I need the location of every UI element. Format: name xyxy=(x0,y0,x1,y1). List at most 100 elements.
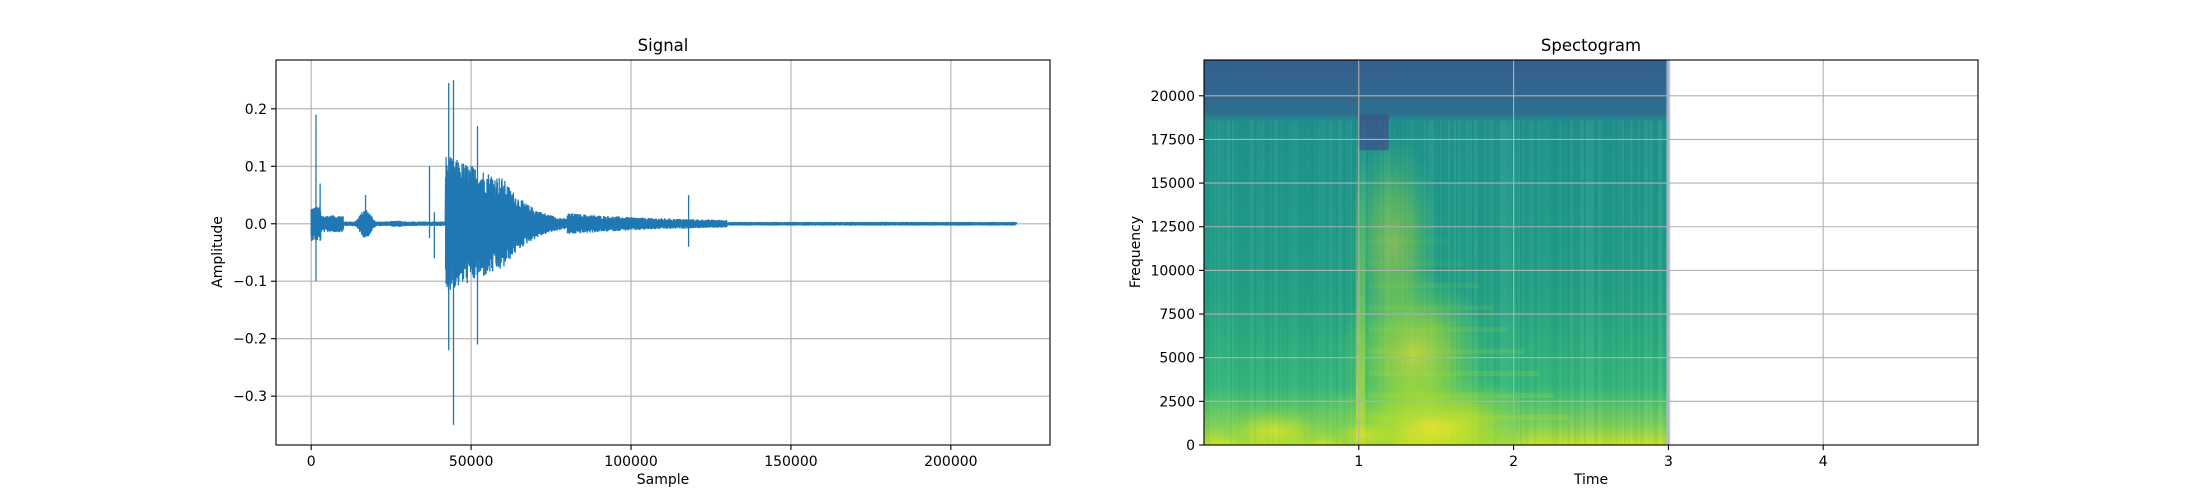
spectrogram-streak xyxy=(1252,120,1254,445)
spectrogram-streak xyxy=(1470,120,1472,445)
spectrogram-y-tick-label: 17500 xyxy=(1150,132,1195,148)
spectrogram-streak xyxy=(1298,120,1300,445)
spectrogram-streak xyxy=(1304,120,1306,445)
spectrogram-streak xyxy=(1624,120,1626,445)
signal-waveform xyxy=(310,80,1018,425)
spectrogram-streak xyxy=(1236,120,1238,445)
spectrogram-streak xyxy=(1228,120,1230,445)
spectrogram-streak xyxy=(1592,120,1594,445)
spectrogram-streak xyxy=(1234,120,1236,445)
spectrogram-streak xyxy=(1562,120,1564,445)
signal-y-tick-label: −0.3 xyxy=(233,389,267,405)
signal-x-tick-label: 200000 xyxy=(924,454,977,470)
spectrogram-energy-early xyxy=(1214,405,1334,445)
spectrogram-streak xyxy=(1280,120,1282,445)
spectrogram-streak xyxy=(1264,120,1266,445)
spectrogram-harmonic xyxy=(1368,283,1479,288)
spectrogram-streak xyxy=(1648,120,1650,445)
signal-y-tick-label: −0.1 xyxy=(233,274,267,290)
spectrogram-streak xyxy=(1288,120,1290,445)
spectrogram-streak xyxy=(1638,120,1640,445)
spectrogram-y-tick-label: 20000 xyxy=(1150,89,1195,105)
spectrogram-streak xyxy=(1454,120,1456,445)
signal-chart: Signal 0 50000 100000 150000 200000 −0.3 −0.2 −… xyxy=(210,36,1051,488)
spectrogram-streak xyxy=(1328,120,1330,445)
spectrogram-streak xyxy=(1598,120,1600,445)
spectrogram-streak xyxy=(1250,120,1252,445)
spectrogram-streak xyxy=(1590,120,1592,445)
signal-y-tick-label: 0.1 xyxy=(245,159,267,175)
spectrogram-streak xyxy=(1630,120,1632,445)
spectrogram-streak xyxy=(1290,120,1292,445)
spectrogram-streak xyxy=(1622,120,1624,445)
spectrogram-streak xyxy=(1284,120,1286,445)
spectrogram-streak xyxy=(1538,120,1540,445)
spectrogram-streak xyxy=(1322,120,1324,445)
spectrogram-streak xyxy=(1244,120,1246,445)
spectrogram-streak xyxy=(1636,120,1638,445)
spectrogram-streak xyxy=(1206,120,1208,445)
spectrogram-streak xyxy=(1266,120,1268,445)
spectrogram-streak xyxy=(1644,120,1646,445)
spectrogram-streak xyxy=(1212,120,1214,445)
spectrogram-streak xyxy=(1220,120,1222,445)
spectrogram-streak xyxy=(1260,120,1262,445)
spectrogram-streak xyxy=(1316,120,1318,445)
spectrogram-streak xyxy=(1294,120,1296,445)
spectrogram-streak xyxy=(1268,120,1270,445)
spectrogram-harmonic xyxy=(1368,371,1539,376)
spectrogram-title: Spectogram xyxy=(1541,36,1641,55)
spectrogram-y-tick-label: 15000 xyxy=(1150,176,1195,192)
spectrogram-streak xyxy=(1650,120,1652,445)
spectrogram-x-tick-label: 2 xyxy=(1509,454,1518,470)
spectrogram-streak xyxy=(1458,120,1460,445)
spectrogram-streak xyxy=(1300,120,1302,445)
spectrogram-harmonic xyxy=(1368,305,1494,310)
spectrogram-streak xyxy=(1632,120,1634,445)
spectrogram-streak xyxy=(1292,120,1294,445)
spectrogram-streak xyxy=(1572,120,1574,445)
spectrogram-streak xyxy=(1320,120,1322,445)
spectrogram-harmonic xyxy=(1368,393,1554,398)
signal-x-tick-label: 0 xyxy=(307,454,316,470)
spectrogram-streak xyxy=(1494,120,1496,445)
spectrogram-streak xyxy=(1482,120,1484,445)
spectrogram-y-axis-title: Frequency xyxy=(1128,216,1144,288)
signal-plot-frame xyxy=(275,59,1051,446)
spectrogram-streak xyxy=(1500,120,1502,445)
spectrogram-energy-early xyxy=(1324,417,1404,445)
spectrogram-streak xyxy=(1568,120,1570,445)
spectrogram-plot-frame xyxy=(1203,59,1979,446)
signal-y-axis-title: Amplitude xyxy=(210,216,226,288)
spectrogram-streak xyxy=(1606,120,1608,445)
spectrogram-x-tick-label: 4 xyxy=(1819,454,1828,470)
spectrogram-streak xyxy=(1664,120,1666,445)
spectrogram-streak xyxy=(1350,120,1352,445)
spectrogram-streak xyxy=(1466,120,1468,445)
spectrogram-streak xyxy=(1238,120,1240,445)
spectrogram-streak xyxy=(1520,120,1522,445)
spectrogram-streak xyxy=(1214,120,1216,445)
spectrogram-streak xyxy=(1642,120,1644,445)
spectrogram-streak xyxy=(1580,120,1582,445)
spectrogram-streak xyxy=(1336,120,1338,445)
spectrogram-x-axis-title: Time xyxy=(1573,472,1608,488)
spectrogram-streak xyxy=(1312,120,1314,445)
spectrogram-notch xyxy=(1358,114,1389,151)
spectrogram-streak xyxy=(1608,120,1610,445)
spectrogram-streak xyxy=(1634,120,1636,445)
signal-y-tick-label: 0.2 xyxy=(245,102,267,118)
spectrogram-streak xyxy=(1474,120,1476,445)
spectrogram-streak xyxy=(1344,120,1346,445)
spectrogram-streak xyxy=(1338,120,1340,445)
spectrogram-y-tick-label: 10000 xyxy=(1150,263,1195,279)
spectrogram-streak xyxy=(1324,120,1326,445)
signal-x-tick-label: 50000 xyxy=(449,454,494,470)
spectrogram-streak xyxy=(1614,120,1616,445)
spectrogram-streak xyxy=(1660,120,1662,445)
spectrogram-streak xyxy=(1242,120,1244,445)
spectrogram-streak xyxy=(1640,120,1642,445)
spectrogram-streak xyxy=(1628,120,1630,445)
spectrogram-streak xyxy=(1616,120,1618,445)
